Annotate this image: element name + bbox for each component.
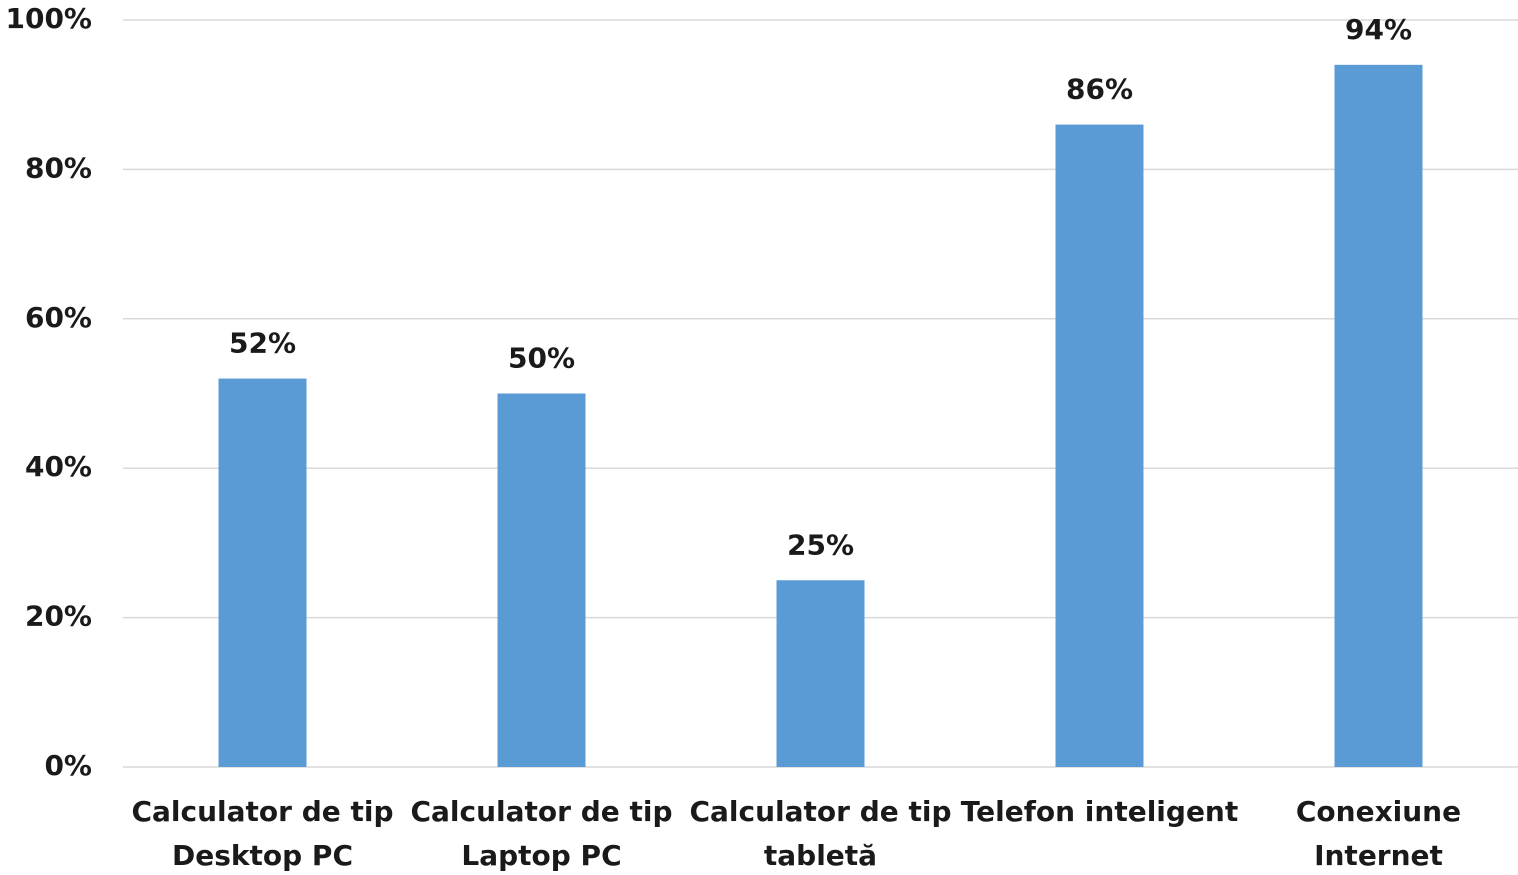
x-tick-label: Telefon inteligent (960, 795, 1239, 828)
x-tick-label: Calculator de tip Laptop PC (410, 795, 673, 872)
bar (1055, 124, 1144, 767)
y-tick-label: 20% (25, 600, 92, 633)
x-tick-label: Calculator de tip tabletă (689, 795, 952, 872)
data-label: 52% (229, 327, 296, 360)
bar (1334, 64, 1423, 767)
y-tick-label: 40% (25, 450, 92, 483)
data-label: 25% (787, 528, 854, 561)
y-tick-label: 100% (5, 2, 92, 35)
bar (218, 378, 307, 767)
data-label: 94% (1345, 13, 1412, 46)
x-tick-label: Calculator de tip Desktop PC (131, 795, 394, 872)
x-tick-label: Conexiune Internet (1295, 795, 1462, 872)
bar (776, 580, 865, 767)
data-label: 86% (1066, 73, 1133, 106)
y-tick-label: 0% (44, 749, 92, 782)
data-label: 50% (508, 342, 575, 375)
y-tick-label: 80% (25, 151, 92, 184)
bar (497, 393, 586, 767)
y-tick-label: 60% (25, 301, 92, 334)
